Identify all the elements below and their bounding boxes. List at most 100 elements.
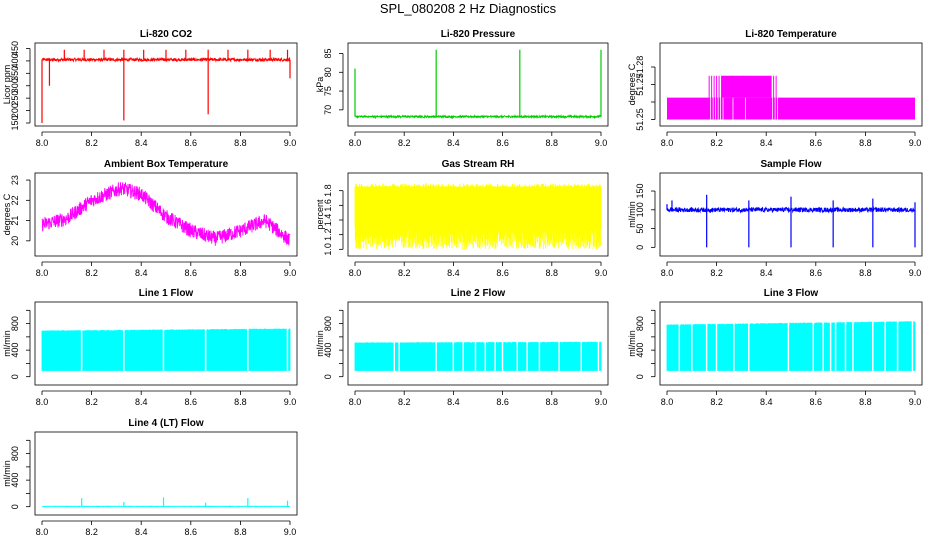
x-tick-label: 9.0 [284, 527, 297, 537]
y-tick-label: 300 [10, 78, 20, 93]
chart-temperature: Li-820 Temperature 8.0 8.2 8.4 8.6 8.8 9.0 51.2… [627, 29, 923, 148]
series-line [41, 56, 291, 63]
x-tick-label: 8.8 [234, 527, 247, 537]
y-tick-label: 400 [10, 343, 20, 358]
plot-frame [347, 42, 609, 127]
x-tick-label: 8.4 [135, 268, 148, 278]
x-tick-label: 8.6 [185, 138, 198, 148]
x-tick-label: 8.8 [859, 397, 872, 407]
chart-title: Line 3 Flow [764, 288, 819, 299]
y-tick-label: 0 [635, 374, 645, 379]
x-tick-label: 8.4 [760, 138, 773, 148]
x-tick-label: 8.2 [85, 397, 98, 407]
y-axis-label: degrees C [627, 63, 637, 105]
y-axis-label: Licor ppm [2, 65, 12, 105]
y-tick-label: 21 [10, 216, 20, 226]
x-tick-label: 8.0 [36, 138, 49, 148]
series-line1 [41, 326, 291, 373]
x-tick-label: 8.2 [710, 138, 723, 148]
plot-frame [347, 172, 609, 257]
x-tick-label: 8.4 [760, 397, 773, 407]
x-tick-label: 8.4 [447, 268, 460, 278]
series-line2 [354, 339, 602, 373]
y-axis-label: ml/min [627, 201, 637, 228]
chart-title: Line 2 Flow [451, 288, 506, 299]
x-tick-label: 8.6 [810, 268, 823, 278]
x-tick-label: 8.0 [349, 397, 362, 407]
y-tick-label: 400 [10, 473, 20, 488]
x-tick-label: 8.4 [135, 138, 148, 148]
x-tick-label: 8.0 [36, 397, 49, 407]
x-tick-label: 8.6 [185, 397, 198, 407]
y-axis-label: ml/min [627, 330, 637, 357]
chart-title: Li-820 Pressure [441, 29, 516, 40]
plot-frame [659, 301, 923, 386]
plot-frame [659, 42, 923, 127]
y-tick-label: 1.2 [323, 228, 333, 241]
x-tick-label: 8.6 [496, 268, 509, 278]
chart-co2: Li-820 CO2 8.0 8.2 8.4 8.6 8.8 9.0 150200250300… [2, 29, 298, 148]
x-tick-label: 8.4 [447, 397, 460, 407]
chart-title: Sample Flow [760, 159, 821, 170]
x-tick-label: 9.0 [595, 268, 608, 278]
chart-line3: Line 3 Flow 8.0 8.2 8.4 8.6 8.8 9.0 0 400 800ml/m… [627, 288, 923, 407]
chart-title: Li-820 Temperature [745, 29, 837, 40]
x-tick-label: 8.6 [810, 138, 823, 148]
x-tick-label: 8.0 [349, 268, 362, 278]
series-line [354, 114, 602, 120]
chart-title: Gas Stream RH [442, 159, 515, 170]
y-tick-label: 51.27 [635, 73, 645, 96]
chart-title: Line 1 Flow [139, 288, 194, 299]
x-tick-label: 9.0 [909, 268, 922, 278]
y-axis-label: degrees C [2, 193, 12, 235]
x-tick-label: 8.0 [661, 138, 674, 148]
x-tick-label: 8.0 [36, 268, 49, 278]
x-tick-label: 8.0 [661, 268, 674, 278]
y-tick-label: 1.4 [323, 214, 333, 227]
y-tick-label: 400 [10, 53, 20, 68]
y-tick-label: 1.0 [323, 243, 333, 256]
series-sample [666, 194, 916, 248]
x-tick-label: 8.4 [760, 268, 773, 278]
x-tick-label: 8.8 [234, 138, 247, 148]
page-title: SPL_080208 2 Hz Diagnostics [379, 1, 557, 16]
chart-line2: Line 2 Flow 8.0 8.2 8.4 8.6 8.8 9.0 0 400 800ml/m… [315, 288, 609, 407]
plot-frame [34, 42, 298, 127]
y-tick-label: 400 [635, 343, 645, 358]
y-tick-label: 0 [10, 374, 20, 379]
x-tick-label: 9.0 [284, 138, 297, 148]
y-axis-label: ml/min [2, 330, 12, 357]
plot-frame [34, 172, 298, 257]
y-tick-label: 100 [635, 202, 645, 217]
chart-ambient: Ambient Box Temperature 8.0 8.2 8.4 8.6 8.8 9.… [2, 159, 298, 278]
plot-frame [34, 301, 298, 386]
y-axis-label: kPa [315, 77, 325, 93]
y-tick-label: 23 [10, 175, 20, 185]
chart-line1: Line 1 Flow 8.0 8.2 8.4 8.6 8.8 9.0 0 400 800ml/m… [2, 288, 298, 407]
x-tick-label: 8.2 [85, 268, 98, 278]
y-tick-label: 70 [323, 105, 333, 115]
x-tick-label: 8.0 [661, 397, 674, 407]
y-tick-label: 80 [323, 67, 333, 77]
y-tick-label: 450 [10, 41, 20, 56]
x-tick-label: 8.8 [546, 138, 559, 148]
y-tick-label: 85 [323, 49, 333, 59]
series-rh [354, 183, 602, 250]
y-tick-label: 20 [10, 236, 20, 246]
series-pressure [354, 49, 602, 120]
series-temperature [667, 75, 915, 120]
plot-frame [659, 172, 923, 257]
x-tick-label: 9.0 [595, 397, 608, 407]
y-tick-label: 400 [323, 343, 333, 358]
y-tick-label: 350 [10, 66, 20, 81]
y-tick-label: 150 [10, 115, 20, 130]
series-line [41, 182, 291, 246]
y-tick-label: 800 [635, 316, 645, 331]
y-axis-label: percent [315, 199, 325, 230]
x-tick-label: 8.4 [447, 138, 460, 148]
chart-sample: Sample Flow 8.0 8.2 8.4 8.6 8.8 9.0 0 50 100 150 ml… [627, 159, 923, 278]
chart-rh: Gas Stream RH 8.0 8.2 8.4 8.6 8.8 9.0 1.0 1.21.4… [315, 159, 609, 278]
x-tick-label: 8.6 [496, 397, 509, 407]
x-tick-label: 9.0 [284, 397, 297, 407]
